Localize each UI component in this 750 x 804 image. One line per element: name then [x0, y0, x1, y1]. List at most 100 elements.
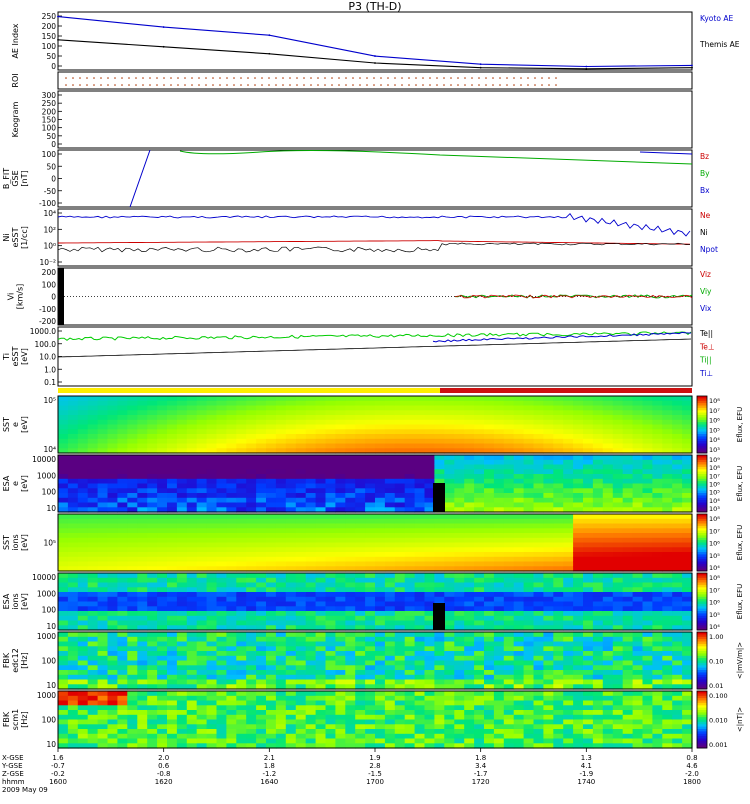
- spec-cell: [137, 734, 148, 739]
- spec-cell: [662, 729, 673, 734]
- spec-cell: [623, 557, 634, 562]
- spec-cell: [484, 597, 495, 602]
- spec-cell: [108, 528, 119, 533]
- spec-cell: [415, 724, 426, 729]
- spec-cell: [246, 705, 257, 710]
- spec-cell: [425, 573, 436, 578]
- spec-cell: [256, 597, 267, 602]
- spec-cell: [286, 401, 297, 406]
- spec-cell: [266, 621, 277, 626]
- spec-cell: [553, 665, 564, 670]
- spec-cell: [306, 557, 317, 562]
- spec-cell: [355, 705, 366, 710]
- spec-cell: [236, 573, 247, 578]
- spec-cell: [444, 675, 455, 680]
- spec-cell: [583, 587, 594, 592]
- spec-cell: [98, 651, 109, 656]
- spec-cell: [68, 503, 79, 508]
- spec-cell: [108, 484, 119, 489]
- spec-cell: [167, 439, 178, 444]
- spec-cell: [682, 720, 693, 725]
- spec-cell: [434, 680, 445, 685]
- spec-cell: [98, 720, 109, 725]
- spec-cell: [643, 602, 654, 607]
- spec-cell: [187, 729, 198, 734]
- roi-dot: [380, 77, 382, 79]
- spec-cell: [88, 583, 99, 588]
- spec-cell: [603, 680, 614, 685]
- spec-cell: [187, 602, 198, 607]
- spec-cell: [335, 547, 346, 552]
- spec-cell: [187, 543, 198, 548]
- spec-cell: [296, 488, 307, 493]
- spec-cell: [504, 465, 515, 470]
- spec-cell: [137, 592, 148, 597]
- spec-cell: [246, 444, 257, 449]
- spec-cell: [514, 661, 525, 666]
- spec-cell: [553, 680, 564, 685]
- spec-cell: [226, 429, 237, 434]
- spec-cell: [236, 547, 247, 552]
- spec-cell: [395, 460, 406, 465]
- spec-cell: [553, 642, 564, 647]
- spec-cell: [207, 597, 218, 602]
- spec-cell: [187, 705, 198, 710]
- spec-cell: [454, 434, 465, 439]
- vi-tick-label: 0: [51, 293, 56, 302]
- spec-cell: [207, 455, 218, 460]
- spec-cell: [593, 710, 604, 715]
- spec-cell: [524, 455, 535, 460]
- spec-cell: [217, 524, 228, 529]
- spec-cell: [137, 524, 148, 529]
- spec-cell: [474, 715, 485, 720]
- spec-cell: [395, 729, 406, 734]
- status-strip-red: [440, 388, 692, 393]
- sst_e-tick-label: 10⁴: [43, 445, 56, 454]
- spec-cell: [236, 415, 247, 420]
- spec-cell: [444, 642, 455, 647]
- spec-cell: [534, 465, 545, 470]
- spec-cell: [514, 460, 525, 465]
- spec-cell: [306, 705, 317, 710]
- spec-cell: [256, 691, 267, 696]
- spec-cell: [385, 592, 396, 597]
- spec-cell: [405, 656, 416, 661]
- roi-dot: [282, 77, 284, 79]
- spec-cell: [335, 514, 346, 519]
- spec-cell: [623, 637, 634, 642]
- spec-cell: [355, 642, 366, 647]
- spec-cell: [444, 696, 455, 701]
- spec-cell: [286, 543, 297, 548]
- spec-cell: [177, 720, 188, 725]
- spec-cell: [672, 396, 683, 401]
- spec-cell: [662, 602, 673, 607]
- spec-cell: [345, 587, 356, 592]
- spec-cell: [682, 406, 693, 411]
- spec-cell: [207, 621, 218, 626]
- spec-cell: [316, 616, 327, 621]
- spec-cell: [207, 552, 218, 557]
- spec-cell: [672, 675, 683, 680]
- spec-cell: [385, 680, 396, 685]
- spec-cell: [474, 587, 485, 592]
- spec-cell: [603, 425, 614, 430]
- spec-cell: [464, 642, 475, 647]
- spec-cell: [444, 734, 455, 739]
- spec-cell: [484, 488, 495, 493]
- spec-cell: [474, 602, 485, 607]
- spec-cell: [246, 597, 257, 602]
- spec-cell: [226, 578, 237, 583]
- spec-cell: [167, 670, 178, 675]
- spec-cell: [543, 406, 554, 411]
- spec-cell: [385, 715, 396, 720]
- spec-cell: [276, 592, 287, 597]
- spec-cell: [226, 675, 237, 680]
- ae-tick-label: 150: [42, 32, 57, 41]
- spec-cell: [454, 696, 465, 701]
- vi-ylabel: Vi[km/s]: [7, 284, 25, 310]
- spec-cell: [494, 578, 505, 583]
- spec-cell: [286, 439, 297, 444]
- spec-cell: [197, 538, 208, 543]
- spec-cell: [58, 469, 69, 474]
- spec-cell: [494, 583, 505, 588]
